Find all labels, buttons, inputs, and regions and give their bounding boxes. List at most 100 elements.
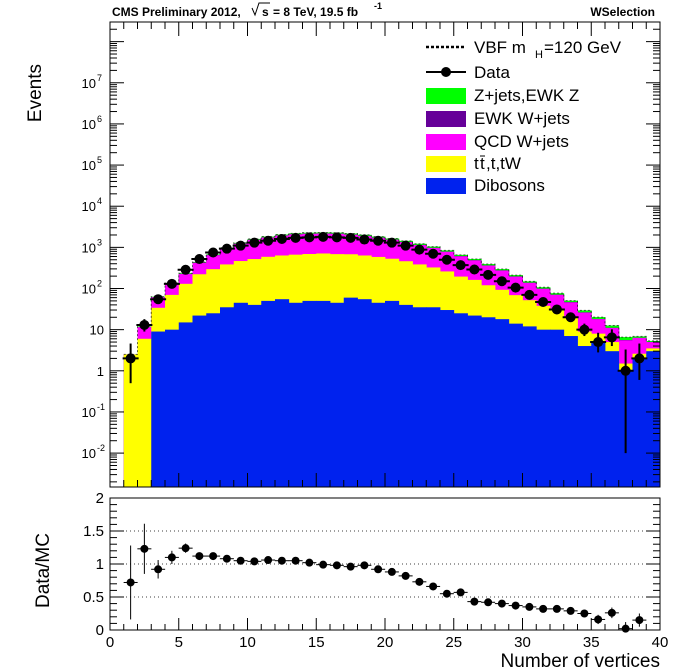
ratio-point-28 <box>511 601 520 610</box>
bar-diboson-37 <box>632 358 647 487</box>
legend-qcdw-label: QCD W+jets <box>474 132 569 151</box>
data-point-37 <box>634 353 645 364</box>
top-y-tick-label-4: 10 2 <box>82 279 102 297</box>
data-point-0 <box>125 353 136 364</box>
bar-diboson-7 <box>220 307 235 487</box>
top-x-axis <box>109 22 661 487</box>
legend-ewkw-swatch <box>426 111 466 127</box>
data-point-2 <box>153 294 164 305</box>
legend-item-top: t t ,t,tW <box>426 154 521 173</box>
ratio-point-20 <box>401 571 410 580</box>
top-y-tick-base: 10 <box>82 405 96 420</box>
ratio-y-tick-label-2: 1 <box>96 556 104 573</box>
ratio-point-36 <box>621 624 630 633</box>
header-energy-text: = 8 TeV, 19.5 fb <box>273 5 358 19</box>
ratio-point-2 <box>154 565 163 574</box>
legend-vbf-sub: H <box>535 49 543 61</box>
top-y-tick-label-2: 1 <box>97 364 104 379</box>
legend-item-diboson: Dibosons <box>426 176 545 195</box>
ratio-frame <box>109 497 661 631</box>
bar-diboson-2 <box>151 331 166 487</box>
data-point-17 <box>359 234 370 245</box>
ratio-x-axis: 0 5 10 15 20 25 30 35 40 <box>106 618 668 651</box>
data-point-29 <box>524 289 535 300</box>
top-y-tick-exp: 7 <box>97 73 102 83</box>
bar-diboson-16 <box>343 297 358 487</box>
ratio-point-10 <box>264 556 273 565</box>
data-point-13 <box>304 232 315 243</box>
ratio-point-8 <box>236 556 245 565</box>
data-point-24 <box>455 260 466 271</box>
ratio-point-11 <box>277 556 286 565</box>
legend-item-qcdw: QCD W+jets <box>426 132 569 151</box>
data-point-6 <box>208 247 219 258</box>
top-y-tick-label-7: 10 5 <box>82 155 102 173</box>
ratio-grid <box>110 530 660 598</box>
top-y-tick-base: 10 <box>82 117 96 132</box>
header-lumi-exp: -1 <box>374 1 382 11</box>
top-y-tick-base: 1 <box>97 364 104 379</box>
top-y-tick-label-8: 10 6 <box>82 114 102 132</box>
ratio-y-tick-label-4: 2 <box>96 490 104 507</box>
ratio-point-34 <box>594 615 603 624</box>
data-point-3 <box>166 278 177 289</box>
bar-top-0 <box>123 354 138 487</box>
data-point-9 <box>249 237 260 248</box>
legend-item-vbf: VBF m H =120 GeV <box>426 38 622 61</box>
bar-diboson-35 <box>605 351 620 487</box>
ratio-point-7 <box>222 554 231 563</box>
top-y-tick-label-9: 10 7 <box>82 73 102 91</box>
data-point-22 <box>428 248 439 259</box>
bar-diboson-3 <box>165 329 180 487</box>
ratio-point-37 <box>635 616 644 625</box>
bar-diboson-4 <box>178 322 193 487</box>
bar-diboson-20 <box>398 304 413 487</box>
top-y-tick-exp: 2 <box>97 279 102 289</box>
bar-diboson-5 <box>192 315 207 487</box>
ratio-point-23 <box>442 589 451 598</box>
header-left: CMS Preliminary 2012, <box>112 5 241 19</box>
bar-diboson-38 <box>646 351 661 487</box>
data-point-21 <box>414 244 425 255</box>
ratio-point-24 <box>456 588 465 597</box>
data-point-19 <box>386 237 397 248</box>
data-point-10 <box>263 235 274 246</box>
bar-diboson-32 <box>563 336 578 487</box>
bar-diboson-8 <box>233 302 248 487</box>
ratio-point-0 <box>126 578 135 587</box>
ratio-point-15 <box>332 561 341 570</box>
data-point-30 <box>538 297 549 308</box>
legend-diboson-label: Dibosons <box>474 176 545 195</box>
legend-top-swatch <box>426 156 466 172</box>
data-point-23 <box>441 254 452 265</box>
top-y-tick-exp: -1 <box>97 402 105 412</box>
legend-top-tbar: t <box>480 154 485 173</box>
header-sqrt-s: s <box>262 5 269 19</box>
top-y-tick-label-0: 10 -2 <box>82 443 105 461</box>
legend-top-rest: ,t,tW <box>486 154 521 173</box>
data-point-35 <box>606 332 617 343</box>
ratio-y-tick-label-0: 0 <box>96 622 104 639</box>
legend-zjets-swatch <box>426 88 466 104</box>
top-y-tick-label-1: 10 -1 <box>82 402 105 420</box>
top-y-tick-base: 10 <box>82 240 96 255</box>
ratio-point-1 <box>140 544 149 553</box>
bar-diboson-31 <box>550 329 565 487</box>
legend-item-data: Data <box>426 63 510 82</box>
bar-diboson-23 <box>440 310 455 487</box>
ratio-point-4 <box>181 544 190 553</box>
bar-diboson-27 <box>495 319 510 487</box>
legend-vbf-rest: =120 GeV <box>544 38 622 57</box>
bar-diboson-26 <box>481 317 496 487</box>
x-axis-label: Number of vertices <box>501 651 660 672</box>
data-point-26 <box>483 269 494 280</box>
top-y-tick-base: 10 <box>82 282 96 297</box>
ratio-point-13 <box>305 558 314 567</box>
data-point-16 <box>345 232 356 243</box>
top-y-tick-base: 10 <box>90 323 104 338</box>
data-point-7 <box>221 243 232 254</box>
legend-top-t: t <box>474 154 479 173</box>
